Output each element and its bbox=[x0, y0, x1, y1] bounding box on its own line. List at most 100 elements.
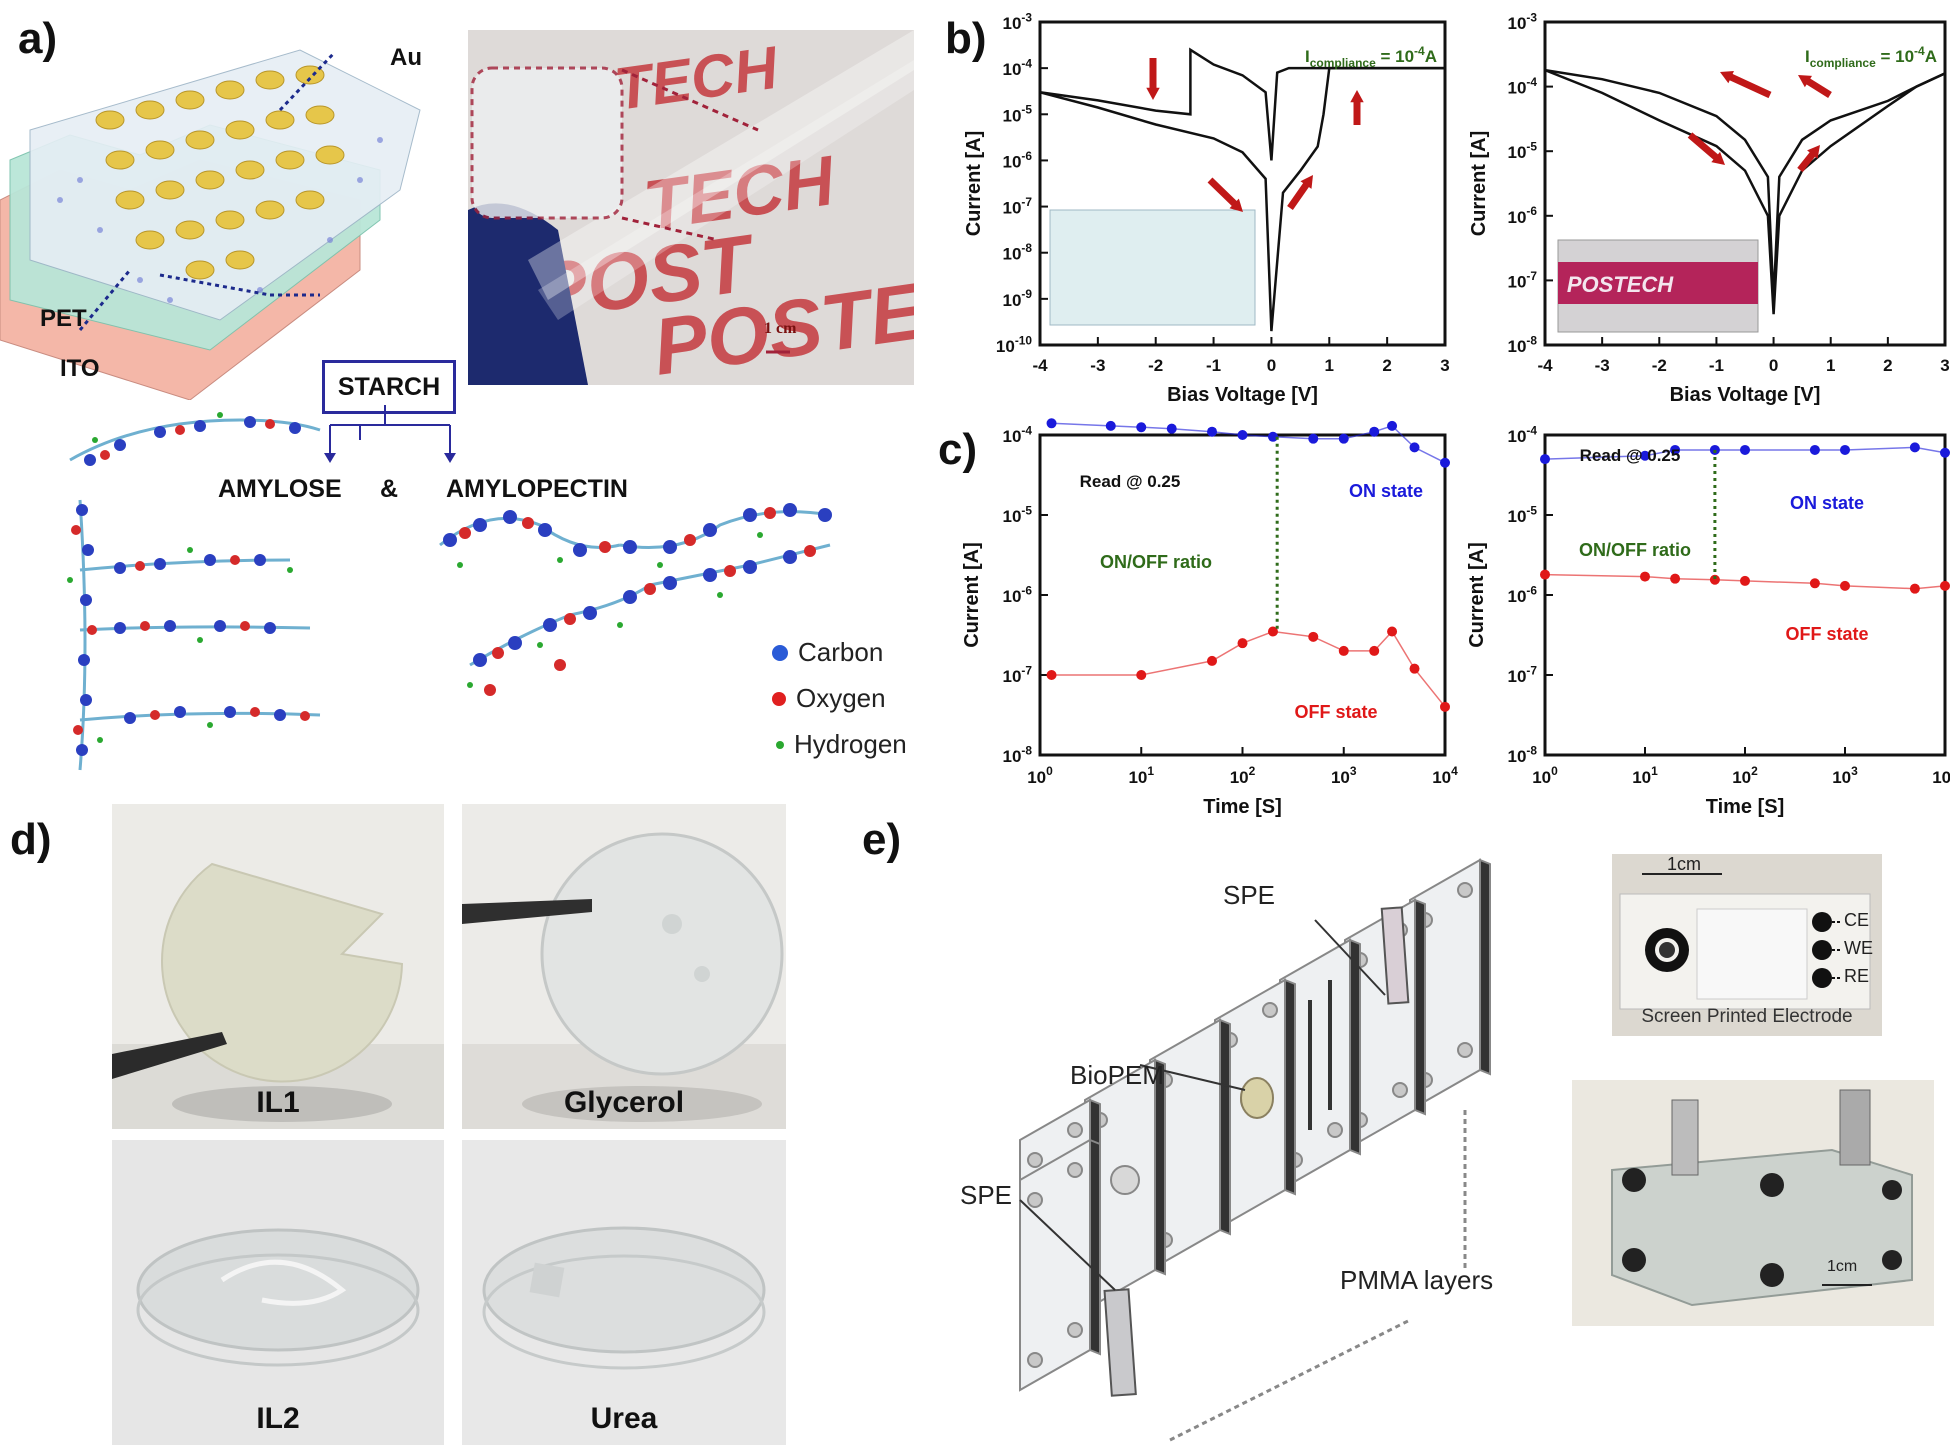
retention-left-read-label: Read @ 0.25 bbox=[1080, 472, 1181, 491]
retention-chart-right-ytick-label: 10-6 bbox=[1508, 583, 1538, 606]
hydrogen-swatch bbox=[776, 740, 784, 749]
retention-right-read-label: Read @ 0.25 bbox=[1580, 446, 1681, 465]
we-label: WE bbox=[1844, 938, 1873, 958]
iv-chart-left-ytick-label: 10-3 bbox=[1003, 10, 1033, 33]
iv-chart-left-ytick-label: 10-8 bbox=[1003, 241, 1033, 264]
legend-hydrogen-label: Hydrogen bbox=[794, 729, 907, 759]
retention-chart-right-point-1 bbox=[1809, 578, 1820, 589]
ampersand-label: & bbox=[380, 475, 399, 503]
retention-chart-right-ytick-label: 10-5 bbox=[1508, 503, 1538, 526]
retention-chart-right-point-1 bbox=[1640, 571, 1650, 582]
iv-chart-right-xtick-label: 1 bbox=[1826, 356, 1835, 375]
retention-chart-left-point-1 bbox=[1207, 655, 1218, 666]
retention-chart-right-xtick-label: 104 bbox=[1932, 764, 1950, 787]
iv-chart-right-ytick-label: 10-4 bbox=[1508, 75, 1538, 98]
caption-il1: IL1 bbox=[256, 1086, 300, 1119]
iv-chart-right-xtick-label: -2 bbox=[1652, 356, 1667, 375]
retention-chart-left-ytick-label: 10-5 bbox=[1003, 503, 1033, 526]
iv-chart-left-ytick-label: 10-5 bbox=[1003, 103, 1033, 126]
retention-chart-right-point-1 bbox=[1540, 569, 1550, 580]
iv-left-inset-device bbox=[1049, 209, 1256, 326]
retention-chart-right-point-1 bbox=[1940, 580, 1950, 591]
panel-e: SPE BioPEM SPE PMMA layers 1cm CE WE RE … bbox=[960, 840, 1950, 1454]
iv-chart-right-ytick-label: 10-8 bbox=[1508, 333, 1538, 356]
iv-chart-left-ytick-label: 10-10 bbox=[996, 333, 1032, 356]
ce-label: CE bbox=[1844, 910, 1870, 930]
retention-chart-left-point-0 bbox=[1267, 431, 1278, 442]
device-photo: 1cm bbox=[1572, 1080, 1934, 1326]
retention-chart-left-point-0 bbox=[1387, 420, 1398, 431]
flexible-film-photo: TECH TECH POST POSTE 1 cm bbox=[468, 30, 914, 385]
retention-chart-left-xtick-label: 102 bbox=[1230, 764, 1256, 787]
retention-chart-left-point-1 bbox=[1308, 631, 1319, 642]
panel-a: Au PET ITO TECH TECH POST POSTE 1 cm STA… bbox=[0, 0, 930, 800]
retention-chart-left-point-1 bbox=[1440, 701, 1450, 712]
pmma-label: PMMA layers bbox=[1340, 1265, 1494, 1295]
arrow-down-diag-head bbox=[1229, 198, 1243, 212]
retention-chart-left-ytick-label: 10-4 bbox=[1003, 423, 1033, 446]
legend-oxygen: Oxygen bbox=[772, 683, 886, 714]
iv-chart-right-ytick-label: 10-6 bbox=[1508, 204, 1538, 227]
iv-chart-left-ytick-label: 10-9 bbox=[1003, 287, 1033, 310]
iv-chart-right-xtick-label: 2 bbox=[1883, 356, 1892, 375]
arrow-down-right-head bbox=[1711, 151, 1725, 165]
photo-urea: Urea bbox=[462, 1140, 786, 1445]
retention-chart-right-xtick-label: 103 bbox=[1832, 764, 1858, 787]
iv-chart-left-frame bbox=[1038, 20, 1447, 347]
arrow-up-diag bbox=[1287, 181, 1311, 211]
retention-chart-right-point-0 bbox=[1640, 450, 1650, 461]
iv-chart-right-ylabel: Current [A] bbox=[1468, 131, 1490, 237]
arrow-down-diag bbox=[1207, 177, 1239, 208]
retention-chart-left-point-1 bbox=[1338, 645, 1349, 656]
retention-chart-right-point-1 bbox=[1740, 575, 1750, 586]
iv-chart-right-xtick-label: 0 bbox=[1769, 356, 1778, 375]
starch-tree bbox=[324, 405, 456, 463]
scale-bar-label: 1 cm bbox=[764, 320, 797, 337]
amylopectin-molecule bbox=[439, 503, 832, 696]
retention-chart-right-point-0 bbox=[1909, 442, 1920, 453]
arrow-down-left-head bbox=[1146, 87, 1160, 100]
iv-chart-right-xtick-label: -1 bbox=[1709, 356, 1724, 375]
iv-chart-left-xtick-label: 1 bbox=[1325, 356, 1334, 375]
retention-left-ratio-label: ON/OFF ratio bbox=[1100, 552, 1212, 572]
iv-chart-right-compliance-label: Icompliance = 10-4A bbox=[1805, 44, 1937, 70]
panel-d: IL1 Glycerol IL2 Urea bbox=[0, 800, 860, 1454]
retention-chart-left-point-0 bbox=[1409, 442, 1420, 453]
retention-chart-left-xtick-label: 103 bbox=[1331, 764, 1357, 787]
retention-chart-left-point-0 bbox=[1237, 430, 1248, 440]
retention-right-on-label: ON state bbox=[1790, 493, 1864, 513]
retention-right-off-label: OFF state bbox=[1785, 624, 1868, 644]
retention-chart-left-point-0 bbox=[1166, 423, 1177, 434]
iv-chart-right-series-1 bbox=[1544, 68, 1946, 315]
retention-chart-left-point-0 bbox=[1440, 457, 1450, 468]
retention-chart-left-point-1 bbox=[1409, 663, 1420, 674]
carbon-swatch bbox=[772, 644, 788, 661]
retention-chart-left-xtick-label: 100 bbox=[1027, 764, 1053, 787]
iv-chart-right-xtick-label: -3 bbox=[1595, 356, 1610, 375]
legend-hydrogen: Hydrogen bbox=[776, 729, 907, 760]
retention-chart-left-point-0 bbox=[1338, 433, 1349, 444]
panel-letter-e: e) bbox=[862, 815, 902, 864]
retention-chart-left-point-1 bbox=[1369, 645, 1380, 656]
retention-chart-right-point-0 bbox=[1740, 444, 1750, 455]
device-scale-label: 1cm bbox=[1827, 1258, 1858, 1275]
retention-right-ratio-label: ON/OFF ratio bbox=[1579, 540, 1691, 560]
amylose-label: AMYLOSE bbox=[218, 475, 342, 503]
retention-chart-right-point-0 bbox=[1540, 454, 1550, 465]
starch-label: STARCH bbox=[337, 372, 441, 401]
iv-chart-left-ytick-label: 10-7 bbox=[1003, 195, 1033, 218]
iv-chart-right-ytick-label: 10-3 bbox=[1508, 10, 1538, 33]
retention-chart-right-point-1 bbox=[1709, 574, 1720, 585]
iv-chart-left-xtick-label: 2 bbox=[1382, 356, 1391, 375]
iv-chart-left-xtick-label: -3 bbox=[1090, 356, 1105, 375]
arrow-left-top bbox=[1727, 72, 1772, 99]
retention-chart-right-point-0 bbox=[1809, 444, 1820, 455]
iv-chart-left-xtick-label: 0 bbox=[1267, 356, 1276, 375]
arrow-down-right bbox=[1687, 132, 1720, 162]
iv-right-inset-band bbox=[1558, 262, 1758, 304]
retention-chart-right-xtick-label: 101 bbox=[1632, 764, 1658, 787]
exploded-cell-diagram bbox=[1019, 858, 1491, 1442]
retention-chart-left-point-0 bbox=[1136, 422, 1147, 433]
retention-chart-right-xtick-label: 102 bbox=[1732, 764, 1758, 787]
amylose-molecule bbox=[67, 412, 321, 771]
